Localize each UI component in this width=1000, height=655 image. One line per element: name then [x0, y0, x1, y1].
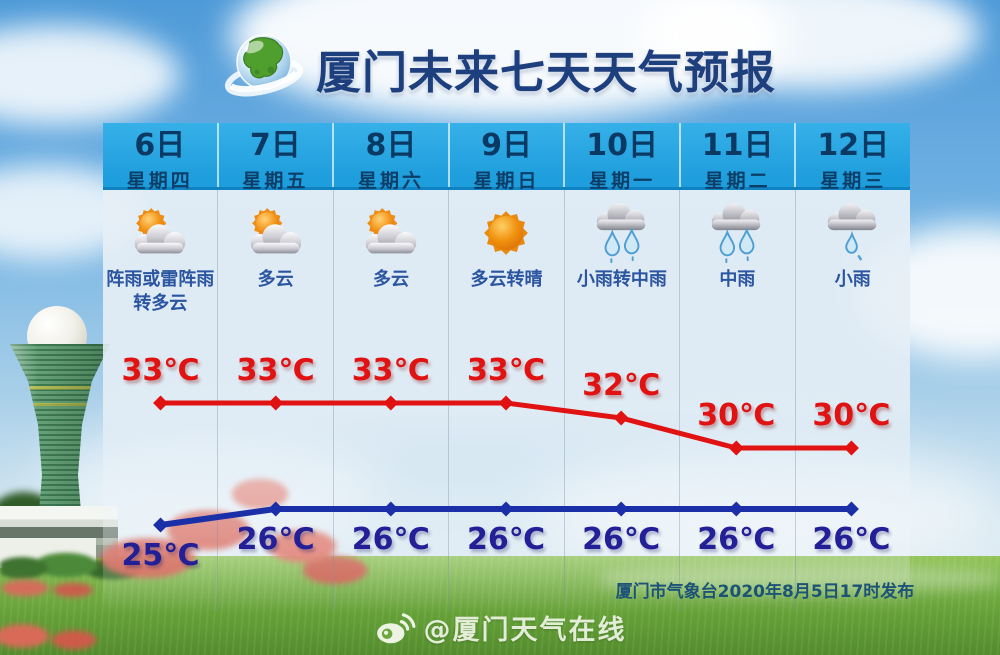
low-temp-5: 26℃ — [582, 522, 661, 557]
high-temp-4: 33℃ — [466, 353, 546, 388]
globe-ring-icon — [224, 34, 304, 97]
sun-behind-cloud-icon — [134, 208, 186, 254]
date-label: 9日 — [481, 128, 532, 163]
weibo-handle: @厦门天气在线 — [423, 615, 627, 646]
page-title: 厦门未来七天天气预报 — [315, 45, 776, 99]
title-bar: 厦门未来七天天气预报 — [0, 26, 1000, 110]
red-flowers — [0, 570, 105, 606]
weekday-label: 星期六 — [357, 170, 424, 192]
weather-desc: 多云转晴 — [470, 269, 543, 290]
rain-medium-icon — [587, 202, 657, 264]
weekday-label: 星期四 — [126, 170, 193, 192]
forecast-panel: 6日 星期四 7日 星期五 8日 星期六 9日 星期日 10日 星期一 11日 星期二 12日 星期三 阵… — [103, 123, 910, 612]
weekday-label: 星期日 — [473, 170, 540, 192]
footer: @厦门天气在线 — [0, 608, 1000, 647]
rain-light-icon — [818, 202, 888, 264]
sun-icon — [484, 211, 529, 255]
day-column-1: 阵雨或雷阵雨转多云 — [103, 190, 219, 612]
rain-cloud-icon — [712, 202, 761, 264]
high-temp-5: 32℃ — [582, 368, 661, 403]
date-label: 10日 — [586, 128, 658, 163]
weather-desc: 小雨 — [834, 269, 871, 290]
date-label: 7日 — [249, 128, 301, 163]
day-header-3: 8日星期六 — [334, 123, 450, 192]
day-column-5: 小雨转中雨 — [565, 190, 681, 612]
date-header-row: 6日 星期四 7日 星期五 8日 星期六 9日 星期日 10日 星期一 11日 星期二 12日 星期三 — [103, 123, 910, 193]
rain-medium-icon — [702, 202, 772, 264]
day-column-3: 多云 — [334, 190, 450, 612]
weibo-icon — [376, 612, 415, 643]
weather-desc: 小雨转中雨 — [576, 269, 667, 290]
light-rain-cloud-icon — [827, 202, 876, 261]
date-label: 8日 — [365, 128, 417, 163]
high-temp-1: 33℃ — [121, 353, 200, 388]
day-column-2: 多云 — [218, 190, 334, 612]
weekday-label: 星期五 — [242, 170, 309, 192]
date-label: 11日 — [701, 128, 774, 163]
high-temp-2: 33℃ — [236, 353, 315, 388]
day-column-4: 多云转晴 — [449, 190, 565, 612]
weekday-label: 星期三 — [820, 170, 887, 192]
day-header-7: 12日星期三 — [796, 123, 910, 193]
red-flowers — [0, 610, 108, 655]
weather-desc: 中雨 — [719, 269, 756, 290]
high-temp-6: 30℃ — [697, 398, 776, 433]
day-column-7: 小雨 — [796, 190, 910, 612]
cloud — [640, 0, 980, 90]
low-temp-6: 26℃ — [697, 522, 776, 557]
day-header-5: 10日星期一 — [565, 123, 681, 192]
day-header-1: 6日星期四 — [103, 123, 219, 192]
low-temp-3: 26℃ — [351, 522, 430, 557]
date-label: 12日 — [817, 128, 890, 163]
weather-desc: 多云 — [373, 269, 410, 290]
forecast-body-row: 阵雨或雷阵雨转多云 多云 — [103, 190, 910, 612]
sun-cloud-icon — [241, 202, 311, 264]
sun-behind-cloud-icon — [250, 208, 301, 254]
day-header-6: 11日星期二 — [681, 123, 797, 192]
weather-desc: 阵雨或雷阵雨转多云 — [106, 269, 215, 315]
sun-cloud-icon — [356, 202, 426, 264]
day-header-2: 7日星期五 — [219, 123, 335, 192]
low-temp-2: 26℃ — [236, 522, 315, 557]
low-temp-1: 25℃ — [121, 538, 200, 573]
sun-behind-cloud-icon — [365, 208, 417, 254]
low-temp-7: 26℃ — [812, 522, 891, 557]
high-temp-3: 33℃ — [351, 353, 430, 388]
rain-cloud-icon — [596, 202, 646, 264]
date-label: 6日 — [134, 128, 186, 163]
sun-icon — [475, 202, 537, 264]
day-header-4: 9日星期日 — [450, 123, 566, 192]
weekday-label: 星期一 — [589, 170, 656, 192]
high-temp-7: 30℃ — [812, 398, 891, 433]
sun-cloud-icon — [125, 202, 195, 264]
weekday-label: 星期二 — [704, 170, 771, 192]
publish-note: 厦门市气象台2020年8月5日17时发布 — [615, 582, 915, 602]
low-temp-4: 26℃ — [466, 522, 546, 557]
weather-desc: 多云 — [257, 269, 294, 290]
